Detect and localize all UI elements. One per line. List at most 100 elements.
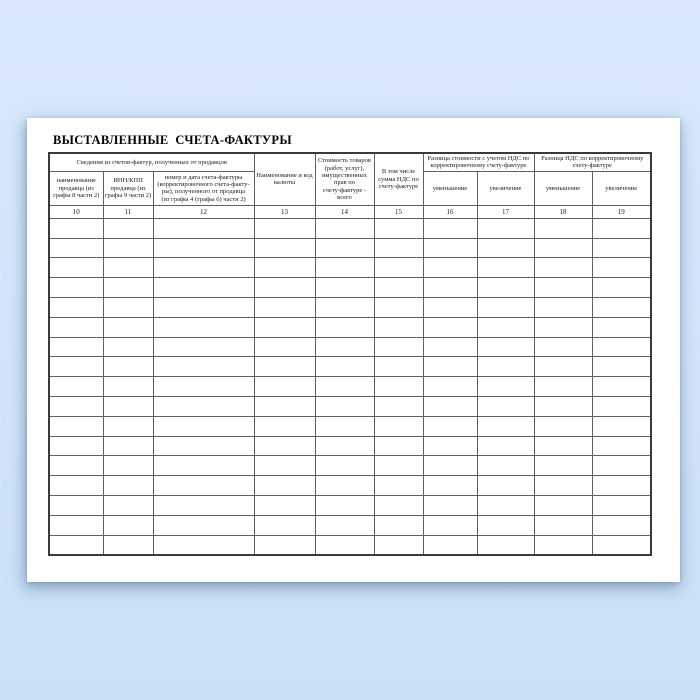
table-cell: [48, 356, 104, 378]
column-number-row: 10 11 12 13 14 15 16 17 18 19: [48, 204, 652, 219]
table-cell: [102, 475, 154, 496]
table-cell: [102, 336, 154, 358]
column-number: 13: [253, 204, 316, 219]
table-cell: [591, 316, 652, 338]
table-cell: [476, 534, 535, 556]
table-cell: [373, 316, 424, 338]
table-cell: [422, 415, 478, 437]
table-cell: [422, 376, 478, 397]
table-cell: [533, 297, 593, 318]
table-cell: [422, 514, 478, 536]
table-cell: [253, 435, 316, 457]
table-cell: [102, 494, 154, 516]
col-header-cost-total: Стоимость товаров (работ, услуг), имущес…: [314, 152, 375, 206]
table-cell: [533, 336, 593, 358]
table-cell: [48, 514, 104, 536]
table-cell: [152, 475, 255, 496]
col-header-vat-increase: увеличение: [591, 170, 652, 206]
group-header-cost-diff: Разница стоимости с учетом НДС по коррек…: [422, 152, 535, 172]
table-cell: [533, 395, 593, 417]
table-cell: [422, 277, 478, 298]
table-cell: [253, 455, 316, 477]
table-cell: [373, 534, 424, 556]
col-header-currency: Наименование и код валюты: [253, 152, 316, 206]
table-cell: [152, 435, 255, 457]
table-cell: [102, 237, 154, 259]
group-header-vat-diff: Разница НДС по корректировочному счету-ф…: [533, 152, 652, 172]
table-cell: [591, 494, 652, 516]
table-cell: [152, 336, 255, 358]
table-cell: [314, 316, 375, 338]
table-row: [48, 257, 652, 279]
table-cell: [373, 237, 424, 259]
table-cell: [476, 435, 535, 457]
table-cell: [253, 514, 316, 536]
table-cell: [152, 257, 255, 279]
paper-sheet: ВЫСТАВЛЕННЫЕ СЧЕТА-ФАКТУРЫ Сведения из с…: [27, 118, 680, 582]
table-cell: [314, 297, 375, 318]
table-cell: [48, 534, 104, 556]
table-row: [48, 237, 652, 259]
table-cell: [152, 494, 255, 516]
table-cell: [591, 395, 652, 417]
table-cell: [533, 376, 593, 397]
table-cell: [314, 475, 375, 496]
table-cell: [422, 494, 478, 516]
table-cell: [314, 514, 375, 536]
table-cell: [253, 395, 316, 417]
table-cell: [253, 297, 316, 318]
table-cell: [102, 217, 154, 239]
table-cell: [476, 257, 535, 279]
table-cell: [152, 376, 255, 397]
table-row: [48, 376, 652, 397]
table-cell: [533, 277, 593, 298]
table-cell: [476, 336, 535, 358]
table-cell: [102, 277, 154, 298]
table-cell: [373, 277, 424, 298]
table-cell: [422, 395, 478, 417]
table-cell: [591, 336, 652, 358]
table-cell: [152, 277, 255, 298]
table-cell: [591, 237, 652, 259]
table-cell: [476, 455, 535, 477]
table-cell: [253, 356, 316, 378]
col-header-vat-sum: В том числе сумма НДС по счету-фактуре: [373, 152, 424, 206]
table-cell: [102, 534, 154, 556]
col-header-cost-increase: увеличение: [476, 170, 535, 206]
table-row: [48, 415, 652, 437]
table-cell: [48, 494, 104, 516]
table-cell: [314, 277, 375, 298]
group-header-row: Сведения из счетов-фактур, полученных от…: [48, 152, 652, 206]
table-cell: [48, 455, 104, 477]
table-cell: [533, 237, 593, 259]
table-cell: [48, 395, 104, 417]
table-cell: [152, 356, 255, 378]
table-cell: [533, 455, 593, 477]
table-cell: [476, 297, 535, 318]
table-cell: [48, 297, 104, 318]
table-cell: [591, 435, 652, 457]
page-title: ВЫСТАВЛЕННЫЕ СЧЕТА-ФАКТУРЫ: [53, 133, 292, 147]
table-cell: [253, 217, 316, 239]
table-cell: [591, 217, 652, 239]
table-cell: [373, 297, 424, 318]
table-cell: [373, 475, 424, 496]
table-cell: [373, 257, 424, 279]
table-cell: [48, 316, 104, 338]
table-cell: [533, 217, 593, 239]
table-cell: [373, 217, 424, 239]
table-row: [48, 297, 652, 318]
table-cell: [591, 257, 652, 279]
table-cell: [102, 356, 154, 378]
table-cell: [253, 494, 316, 516]
table-cell: [314, 356, 375, 378]
table-cell: [476, 237, 535, 259]
table-cell: [48, 435, 104, 457]
table-cell: [591, 534, 652, 556]
table-cell: [253, 376, 316, 397]
table-cell: [48, 376, 104, 397]
table-cell: [48, 257, 104, 279]
table-cell: [373, 395, 424, 417]
table-row: [48, 277, 652, 298]
